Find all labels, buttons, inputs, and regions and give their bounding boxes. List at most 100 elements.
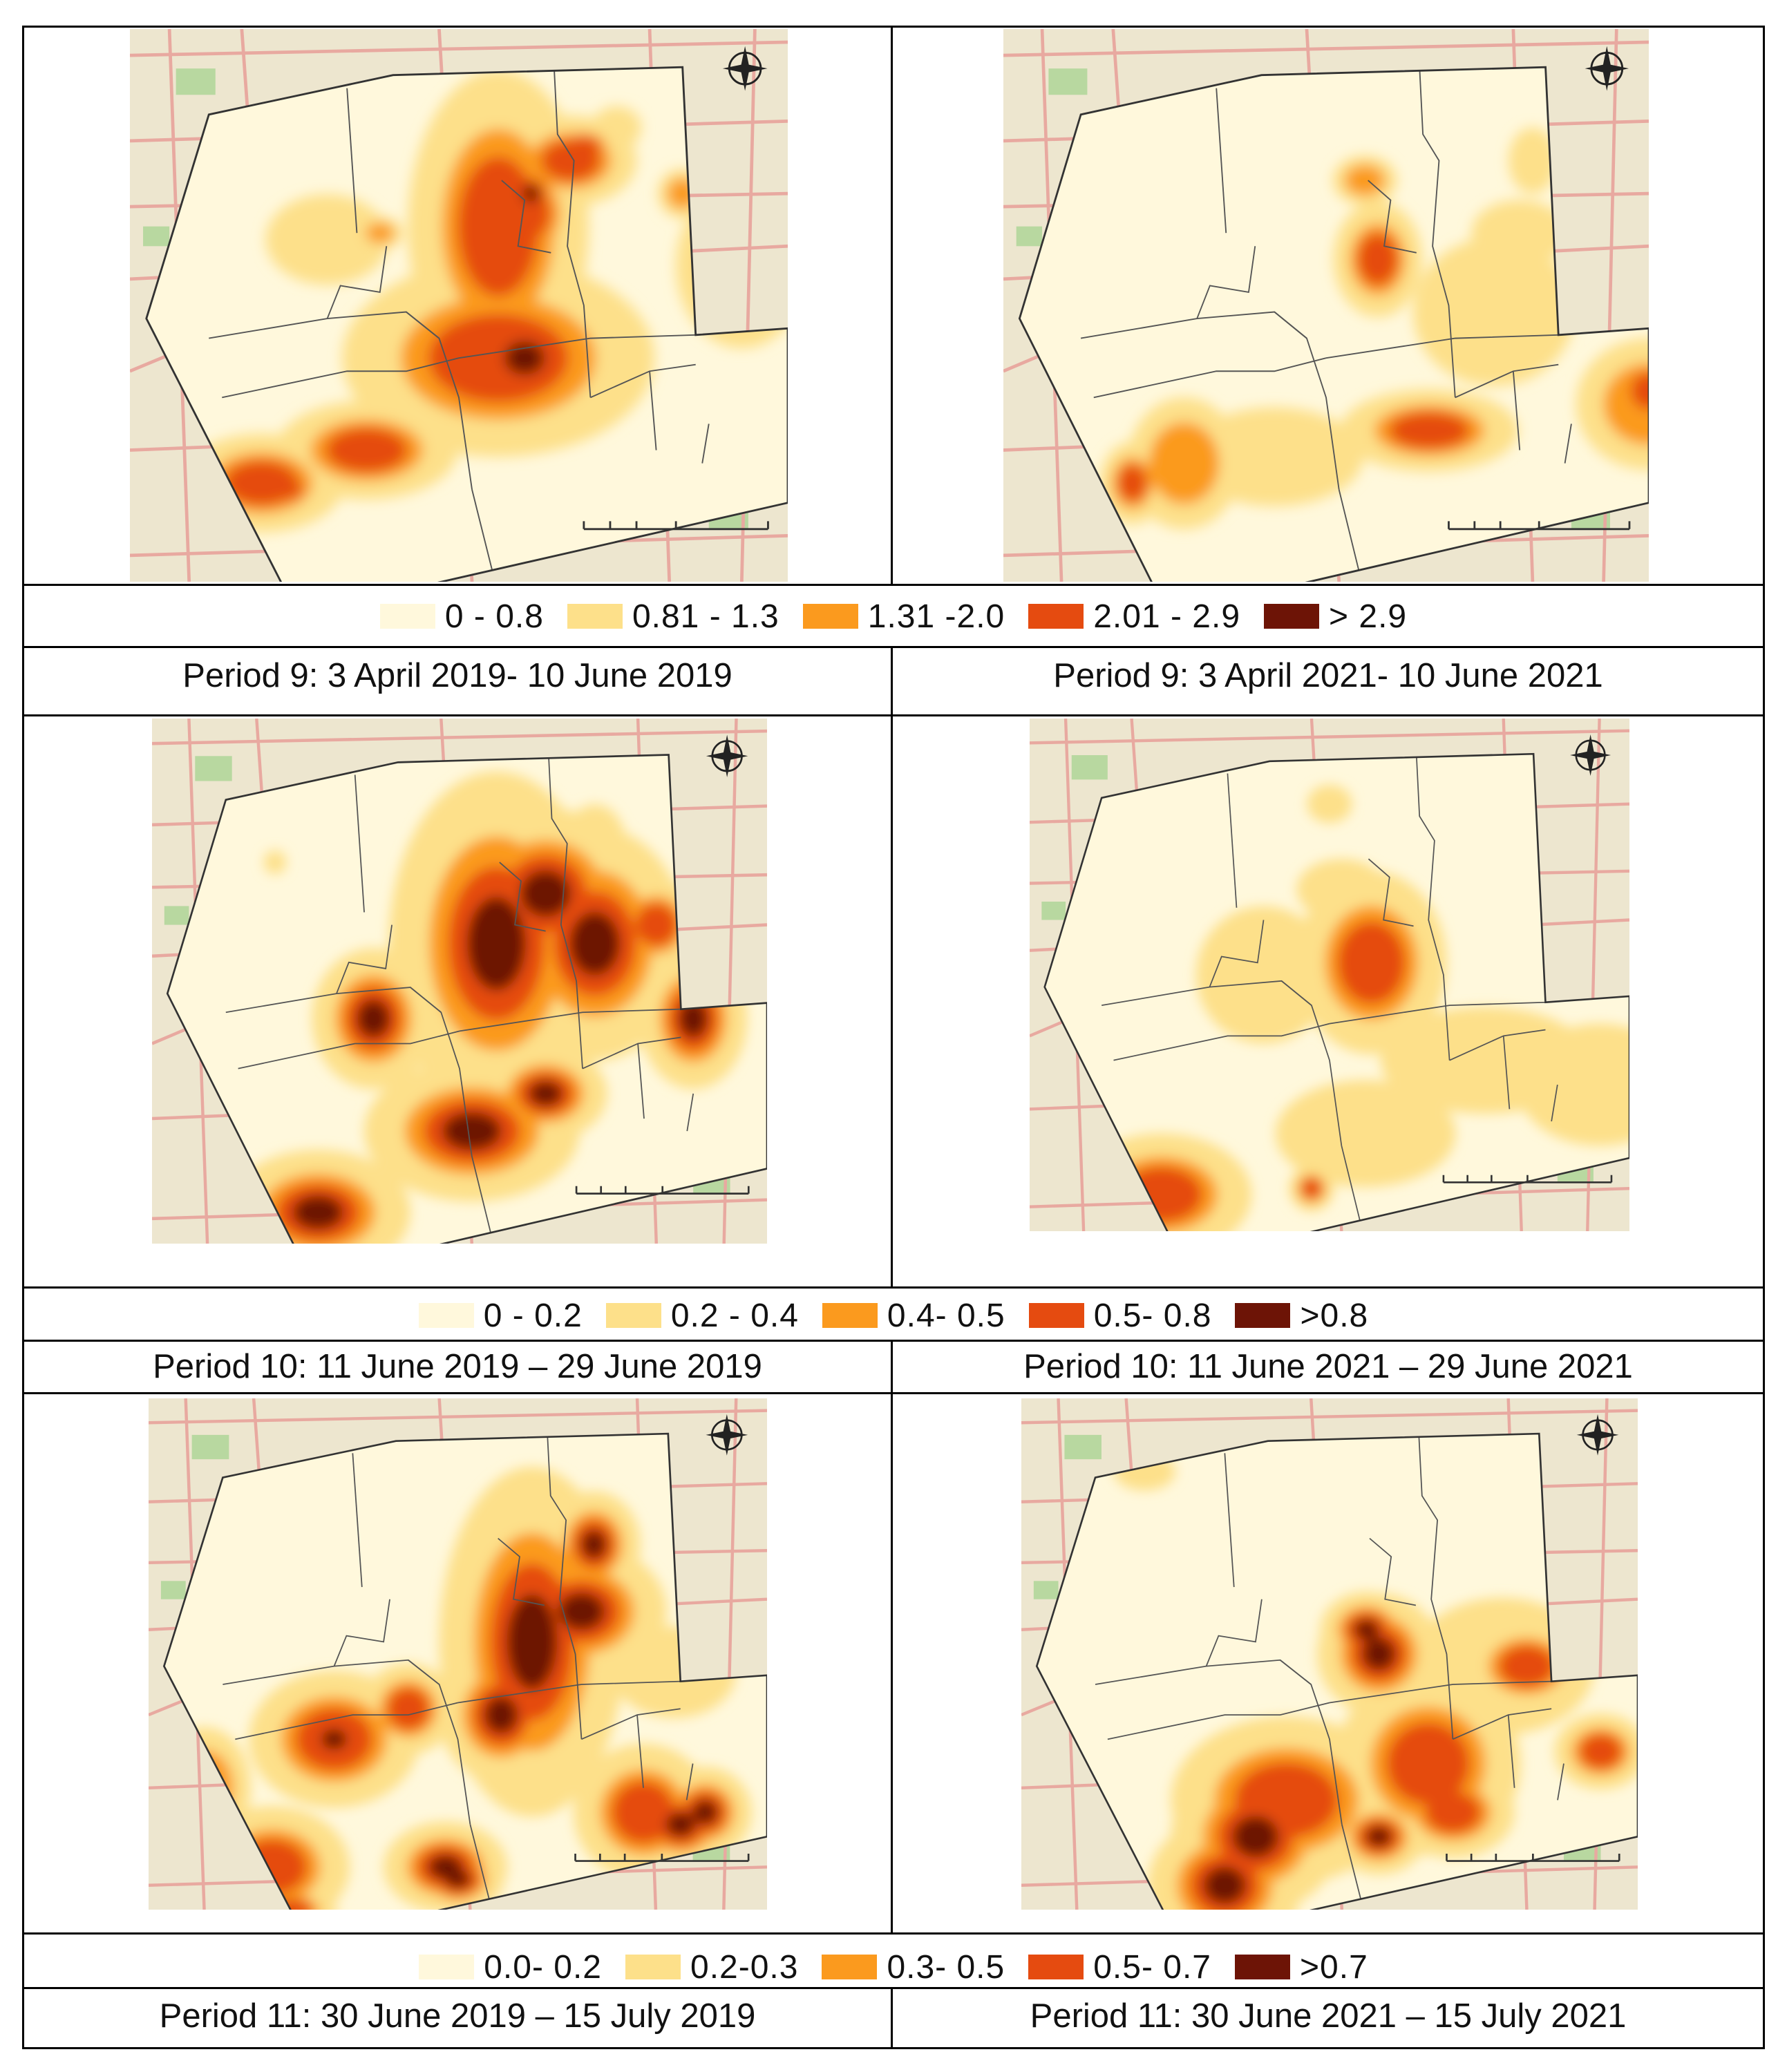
column-divider: [891, 1340, 893, 1934]
density-blob: [321, 1729, 347, 1750]
legend-period9: 0 - 0.8 0.81 - 1.3 1.31 -2.0 2.01 - 2.9 > 2.…: [23, 596, 1764, 637]
caption-period10-2021: Period 10: 11 June 2021 – 29 June 2021: [1023, 1348, 1633, 1385]
heatmap-svg: [1021, 1398, 1638, 1910]
legend-swatch: [1028, 1955, 1084, 1979]
legend-label: >0.8: [1300, 1297, 1369, 1334]
map-period10-2019: [152, 719, 767, 1244]
legend-label: 2.01 - 2.9: [1093, 598, 1241, 635]
district-boundary: [686, 1093, 694, 1132]
district-boundary: [499, 862, 546, 932]
legend-period11: 0.0- 0.2 0.2-0.3 0.3- 0.5 0.5- 0.7 >0.7: [23, 1946, 1764, 1988]
study-area-outline: [1043, 752, 1629, 1231]
density-blob: [1471, 200, 1569, 266]
legend-label: 0.3- 0.5: [887, 1948, 1005, 1986]
density-blob: [1517, 1023, 1629, 1146]
study-area-outline: [145, 66, 788, 582]
density-blob: [692, 1800, 718, 1825]
map-period9-2019: [130, 29, 788, 582]
district-boundary: [1418, 1436, 1454, 1740]
density-blob: [529, 1081, 562, 1107]
district-boundary: [1107, 1702, 1330, 1740]
heatmap-svg: [130, 29, 788, 582]
density-blob: [1499, 1646, 1555, 1687]
density-blob: [1275, 1080, 1456, 1187]
density-blob: [1204, 1866, 1246, 1904]
district-boundary: [637, 1043, 645, 1119]
density-blob: [1354, 1619, 1379, 1640]
density-blob: [273, 479, 303, 500]
legend-item: > 2.9: [1264, 598, 1407, 636]
density-blob: [292, 1195, 343, 1230]
density-blob: [265, 194, 389, 285]
district-boundary: [1196, 246, 1256, 319]
district-boundary: [501, 180, 551, 254]
density-blob: [428, 1854, 462, 1880]
row-divider: [22, 1932, 1765, 1935]
density-blob: [467, 897, 526, 991]
district-boundary: [354, 774, 365, 913]
park-area: [164, 906, 189, 925]
district-boundary: [701, 424, 710, 464]
study-area-outline: [1018, 66, 1649, 582]
compass-rose-icon: [1576, 1414, 1619, 1456]
density-blob: [1301, 1178, 1322, 1199]
legend-swatch: [1235, 1303, 1291, 1328]
legend-swatch: [1264, 604, 1320, 629]
district-boundary: [1209, 920, 1265, 987]
density-blob: [522, 184, 540, 203]
legend-item: 0 - 0.2: [418, 1297, 583, 1335]
density-blob: [1338, 921, 1406, 1004]
density-blob: [387, 1688, 429, 1729]
legend-item: 0.0- 0.2: [419, 1948, 602, 1986]
density-blob: [1307, 785, 1352, 824]
district-boundary: [1368, 180, 1417, 254]
density-blob: [357, 999, 390, 1038]
district-boundary: [333, 1599, 390, 1666]
park-area: [160, 1581, 186, 1599]
caption-period10-2019: Period 10: 11 June 2019 – 29 June 2019: [153, 1348, 762, 1385]
legend-swatch: [419, 1955, 475, 1979]
district-boundary: [1224, 1453, 1235, 1588]
park-area: [143, 226, 170, 247]
heatmap-svg: [152, 719, 767, 1244]
density-blob: [326, 428, 408, 473]
density-blob: [1576, 338, 1649, 471]
district-boundary: [238, 1030, 460, 1070]
legend-item: >0.7: [1235, 1948, 1368, 1986]
scale-bar-icon: [575, 1186, 750, 1195]
study-area-outline: [166, 754, 767, 1244]
park-area: [1016, 226, 1043, 247]
legend-item: 0.5- 0.7: [1028, 1948, 1211, 1986]
park-area: [1064, 1434, 1101, 1460]
road: [1003, 40, 1649, 57]
district-boundary: [1415, 756, 1450, 1061]
legend-swatch: [822, 1955, 878, 1979]
table-frame: [22, 26, 1765, 2049]
legend-swatch: [1028, 1303, 1084, 1328]
scale-bar-icon: [1442, 1175, 1613, 1184]
density-blob: [665, 1812, 696, 1837]
district-boundary: [548, 757, 583, 1069]
district-boundary: [1281, 980, 1343, 1146]
road: [152, 729, 767, 745]
legend-label: 0 - 0.2: [483, 1297, 583, 1334]
legend-period10: 0 - 0.2 0.2 - 0.4 0.4- 0.5 0.5- 0.8 >0.8: [23, 1295, 1764, 1336]
district-boundary: [1551, 1084, 1558, 1122]
legend-item: 0.2-0.3: [625, 1948, 798, 1986]
legend-swatch: [605, 1303, 661, 1328]
density-blob: [581, 1530, 607, 1559]
park-area: [176, 68, 216, 95]
density-blob: [1344, 164, 1386, 196]
legend-label: 0 - 0.8: [444, 598, 544, 635]
district-boundary: [1216, 88, 1227, 234]
legend-label: 0.2-0.3: [690, 1948, 799, 1986]
density-blob: [1425, 1791, 1481, 1833]
density-blob: [365, 222, 395, 244]
district-boundary: [1113, 1023, 1330, 1061]
legend-swatch: [1235, 1955, 1290, 1979]
legend-label: 0.5- 0.7: [1093, 1948, 1211, 1986]
heatmap-svg: [1030, 719, 1629, 1231]
road: [1021, 1409, 1638, 1425]
legend-swatch: [379, 604, 435, 629]
